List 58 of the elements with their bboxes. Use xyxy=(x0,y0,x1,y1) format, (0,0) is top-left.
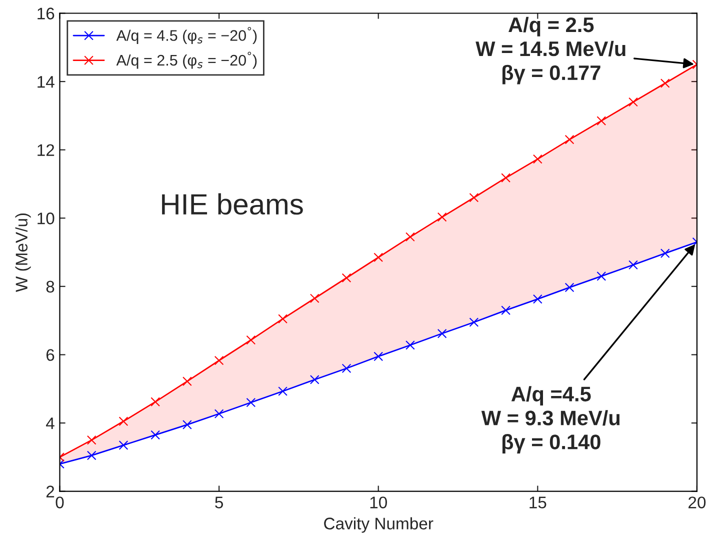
x-tick-label: 10 xyxy=(370,496,387,508)
point xyxy=(437,328,447,338)
point xyxy=(342,273,352,283)
y-tick-label: 2 xyxy=(46,486,54,498)
point xyxy=(660,78,670,88)
point xyxy=(532,294,542,304)
point xyxy=(437,212,447,222)
point xyxy=(246,335,256,345)
point xyxy=(118,440,128,450)
point xyxy=(310,374,320,384)
point xyxy=(86,435,96,445)
point xyxy=(214,409,224,418)
y-tick-label: 8 xyxy=(46,280,54,293)
point xyxy=(660,248,670,258)
annotation: A/q =4.5 W = 9.3 MeV/u βγ = 0.140 xyxy=(481,386,620,454)
point xyxy=(596,116,606,126)
point xyxy=(469,318,479,327)
x-tick-label: 15 xyxy=(530,496,546,508)
legend-label: A/q = 4.5 (φ$_{s}$ = −20$^{°}$) xyxy=(116,27,257,44)
point xyxy=(406,340,415,350)
point xyxy=(310,294,320,304)
y-tick-label: 4 xyxy=(46,418,54,430)
point xyxy=(118,416,128,426)
point xyxy=(246,398,256,408)
y-tick-label: 6 xyxy=(46,349,54,361)
point xyxy=(150,430,160,440)
point xyxy=(406,232,415,242)
y-axis-title: W (MeV/u) xyxy=(15,213,31,292)
legend-label: A/q = 2.5 (φ$_{s}$ = −20$^{°}$) xyxy=(116,52,257,69)
annotation: A/q = 2.5 W = 14.5 MeV/u βγ = 0.177 xyxy=(476,16,626,84)
x-tick-label: 20 xyxy=(688,496,706,508)
y-tick-label: 14 xyxy=(38,76,54,88)
point xyxy=(342,364,352,374)
x-tick-label: 5 xyxy=(215,496,223,508)
point xyxy=(374,252,384,262)
point xyxy=(564,134,574,144)
x-tick-label: 0 xyxy=(56,496,64,508)
point xyxy=(501,306,510,315)
x-axis-title: Cavity Number xyxy=(324,517,434,533)
y-tick-label: 12 xyxy=(38,144,54,156)
annotation: HIE beams xyxy=(162,193,303,215)
point xyxy=(469,192,479,202)
y-tick-label: 16 xyxy=(38,8,54,20)
point xyxy=(596,271,606,281)
point xyxy=(628,97,638,107)
point xyxy=(182,420,192,430)
point xyxy=(628,260,638,270)
point xyxy=(501,173,510,183)
point xyxy=(532,154,542,164)
point xyxy=(564,282,574,292)
point xyxy=(374,352,384,362)
point xyxy=(278,386,288,396)
point xyxy=(278,314,288,324)
point xyxy=(214,356,224,366)
y-tick-label: 10 xyxy=(38,212,54,224)
point xyxy=(86,450,96,460)
point xyxy=(150,397,160,407)
point xyxy=(182,376,192,386)
